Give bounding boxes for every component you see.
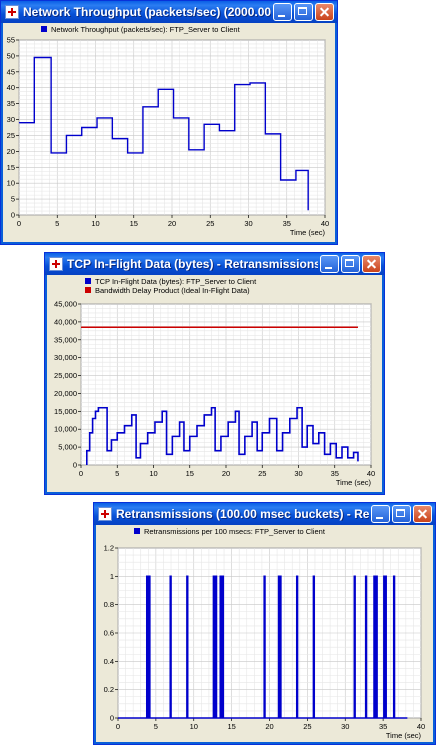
- y-tick-label: 0.8: [104, 600, 114, 609]
- series-line: [19, 56, 309, 211]
- x-tick-label: 30: [341, 722, 349, 731]
- title-bar[interactable]: Retransmissions (100.00 msec buckets) - …: [94, 503, 435, 525]
- minimize-button[interactable]: [371, 505, 390, 523]
- y-tick-label: 0.2: [104, 685, 114, 694]
- title-bar[interactable]: Network Throughput (packets/sec) (2000.0…: [1, 1, 337, 23]
- legend-label: Network Throughput (packets/sec): FTP_Se…: [51, 25, 241, 34]
- y-tick-label: 35: [7, 99, 15, 108]
- x-tick-label: 25: [206, 219, 214, 228]
- y-tick-label: 25: [7, 131, 15, 140]
- y-tick-label: 0: [73, 461, 77, 470]
- y-tick-label: 1: [110, 572, 114, 581]
- retransmissions-chart: Retransmissions per 100 msecs: FTP_Serve…: [104, 527, 426, 740]
- throughput-chart: Network Throughput (packets/sec): FTP_Se…: [7, 25, 330, 237]
- legend-label: Bandwidth Delay Product (Ideal In-Flight…: [95, 286, 250, 295]
- title-bar[interactable]: TCP In-Flight Data (bytes) - Retransmiss…: [45, 253, 384, 275]
- maximize-button[interactable]: [341, 255, 360, 273]
- x-tick-label: 10: [190, 722, 198, 731]
- x-tick-label: 30: [294, 469, 302, 478]
- y-tick-label: 45: [7, 67, 15, 76]
- legend-swatch: [41, 26, 47, 32]
- x-tick-label: 10: [149, 469, 157, 478]
- y-tick-label: 35,000: [54, 335, 77, 344]
- y-tick-label: 20: [7, 147, 15, 156]
- x-tick-label: 40: [321, 219, 329, 228]
- maximize-button[interactable]: [392, 505, 411, 523]
- x-tick-label: 40: [417, 722, 425, 731]
- x-tick-label: 5: [55, 219, 59, 228]
- legend-swatch: [134, 528, 140, 534]
- x-axis-label: Time (sec): [386, 731, 422, 740]
- y-tick-label: 25,000: [54, 371, 77, 380]
- y-tick-label: 15,000: [54, 407, 77, 416]
- x-tick-label: 5: [115, 469, 119, 478]
- window-title: TCP In-Flight Data (bytes) - Retransmiss…: [67, 257, 318, 271]
- y-tick-label: 5,000: [58, 443, 77, 452]
- x-tick-label: 0: [116, 722, 120, 731]
- app-icon: [98, 507, 112, 521]
- inflight-chart: TCP In-Flight Data (bytes): FTP_Server t…: [54, 277, 375, 487]
- chart-window-inflight: TCP In-Flight Data (bytes) - Retransmiss…: [44, 252, 385, 495]
- y-tick-label: 0.4: [104, 657, 114, 666]
- y-tick-label: 5: [11, 195, 15, 204]
- series-line: [118, 575, 408, 719]
- close-button[interactable]: [413, 505, 432, 523]
- y-tick-label: 0: [11, 211, 15, 220]
- minimize-button[interactable]: [273, 3, 292, 21]
- close-button[interactable]: [315, 3, 334, 21]
- series-line: [85, 406, 359, 465]
- x-tick-label: 15: [186, 469, 194, 478]
- y-tick-label: 50: [7, 51, 15, 60]
- y-tick-label: 1.2: [104, 544, 114, 553]
- x-tick-label: 30: [244, 219, 252, 228]
- x-tick-label: 20: [222, 469, 230, 478]
- x-tick-label: 20: [265, 722, 273, 731]
- chart-window-throughput: Network Throughput (packets/sec) (2000.0…: [0, 0, 338, 245]
- x-tick-label: 25: [258, 469, 266, 478]
- y-tick-label: 0.6: [104, 629, 114, 638]
- chart-window-retransmissions: Retransmissions (100.00 msec buckets) - …: [93, 502, 436, 745]
- y-tick-label: 20,000: [54, 389, 77, 398]
- y-tick-label: 10,000: [54, 425, 77, 434]
- app-icon: [5, 5, 19, 19]
- app-icon: [49, 257, 63, 271]
- x-axis-label: Time (sec): [290, 228, 326, 237]
- x-tick-label: 35: [379, 722, 387, 731]
- x-tick-label: 20: [168, 219, 176, 228]
- legend-label: TCP In-Flight Data (bytes): FTP_Server t…: [95, 277, 257, 286]
- x-tick-label: 10: [91, 219, 99, 228]
- x-tick-label: 0: [79, 469, 83, 478]
- close-button[interactable]: [362, 255, 381, 273]
- legend-swatch: [85, 287, 91, 293]
- y-tick-label: 0: [110, 714, 114, 723]
- x-tick-label: 15: [227, 722, 235, 731]
- x-tick-label: 5: [154, 722, 158, 731]
- x-tick-label: 35: [331, 469, 339, 478]
- window-title: Network Throughput (packets/sec) (2000.0…: [23, 5, 271, 19]
- x-tick-label: 0: [17, 219, 21, 228]
- x-tick-label: 25: [303, 722, 311, 731]
- x-tick-label: 40: [367, 469, 375, 478]
- y-tick-label: 15: [7, 163, 15, 172]
- minimize-button[interactable]: [320, 255, 339, 273]
- legend-label: Retransmissions per 100 msecs: FTP_Serve…: [144, 527, 326, 536]
- y-tick-label: 30,000: [54, 353, 77, 362]
- window-title: Retransmissions (100.00 msec buckets) - …: [116, 507, 369, 521]
- y-tick-label: 45,000: [54, 300, 77, 309]
- maximize-button[interactable]: [294, 3, 313, 21]
- x-axis-label: Time (sec): [336, 478, 372, 487]
- x-tick-label: 35: [283, 219, 291, 228]
- x-tick-label: 15: [130, 219, 138, 228]
- y-tick-label: 10: [7, 179, 15, 188]
- legend-swatch: [85, 278, 91, 284]
- y-tick-label: 30: [7, 115, 15, 124]
- y-tick-label: 55: [7, 36, 15, 45]
- y-tick-label: 40,000: [54, 317, 77, 326]
- y-tick-label: 40: [7, 83, 15, 92]
